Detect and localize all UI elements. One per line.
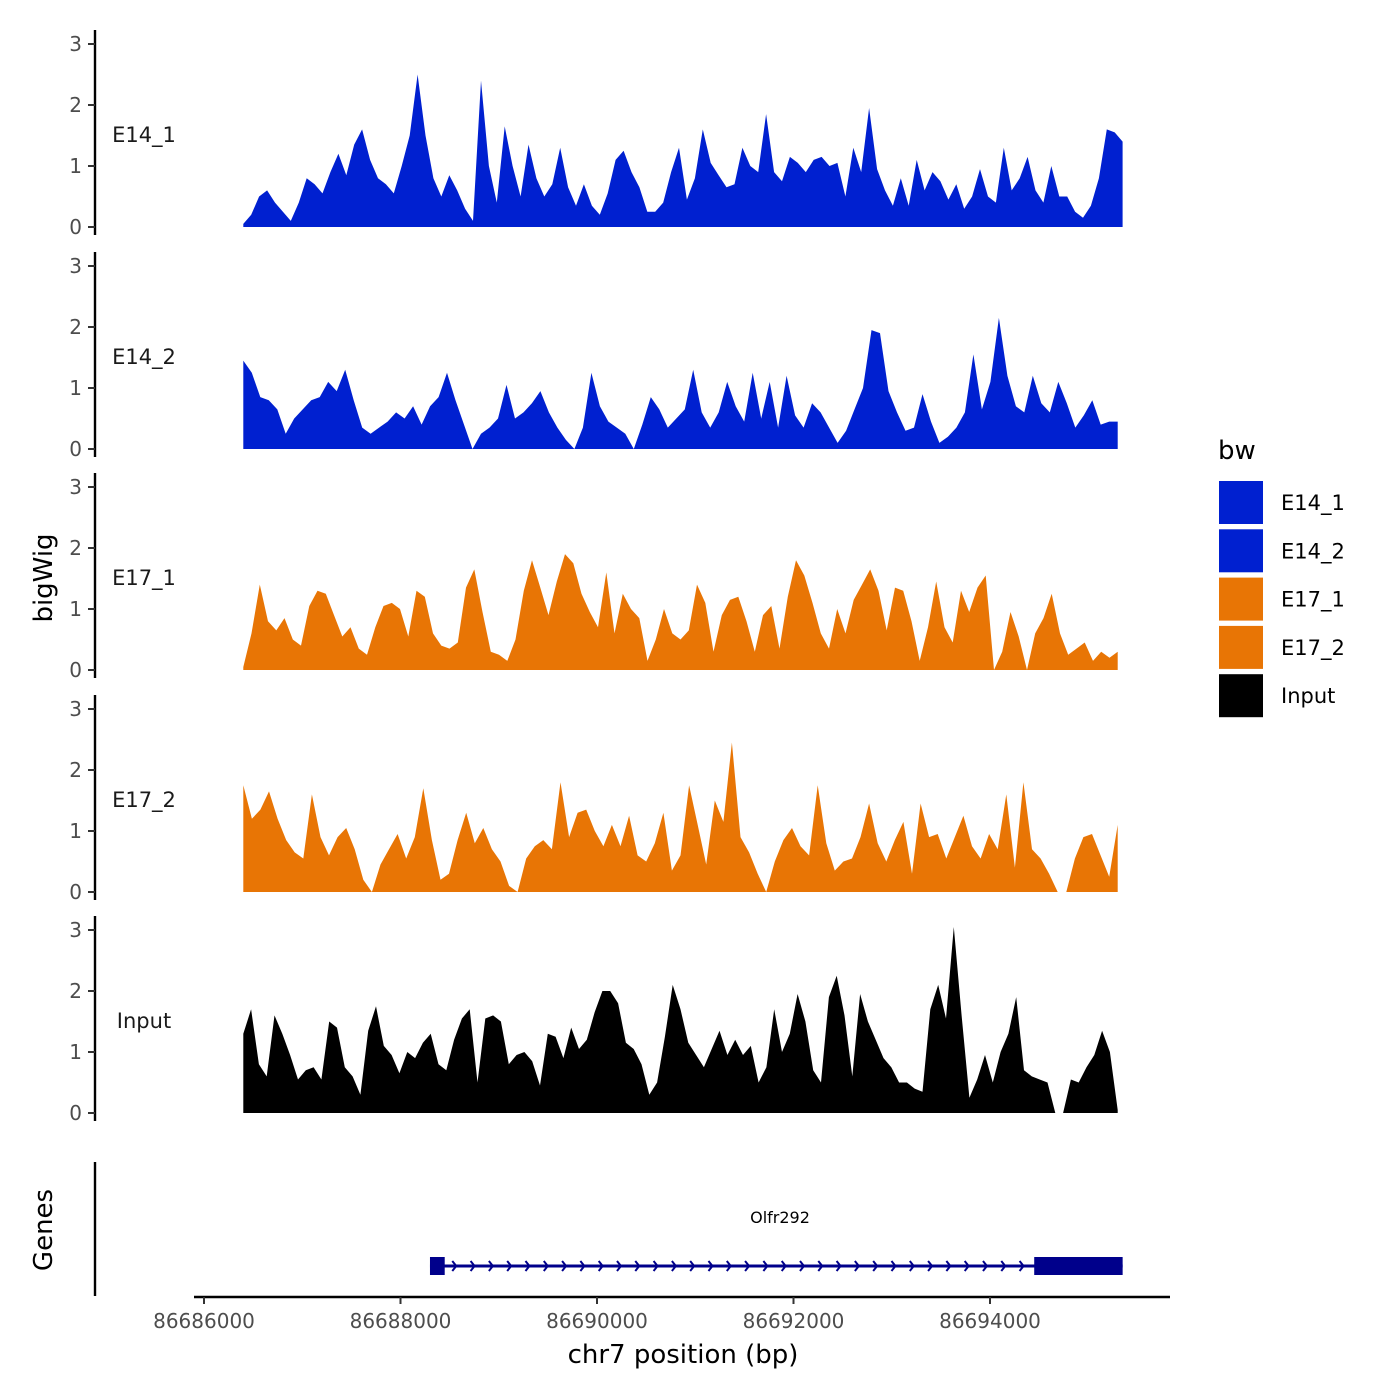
strand-arrow	[762, 1260, 769, 1272]
x-tick-label: 86686000	[153, 1309, 255, 1333]
y-tick-label: 3	[69, 254, 82, 278]
legend-label: Input	[1281, 684, 1335, 708]
strand-arrow	[652, 1260, 659, 1272]
strand-arrow	[1000, 1260, 1007, 1272]
strand-arrow	[872, 1260, 879, 1272]
strand-arrow	[817, 1260, 824, 1272]
strand-arrow	[524, 1260, 531, 1272]
track-e14-1: 0 1 2 3 E14_1	[69, 30, 1123, 239]
legend-swatch-e17-1	[1219, 577, 1263, 621]
strand-arrow	[725, 1260, 733, 1272]
x-tick-label: 86694000	[939, 1309, 1041, 1333]
y-tick-label: 1	[69, 154, 82, 178]
gene-track: Olfr292	[93, 1162, 1123, 1296]
y-tick-label: 1	[69, 819, 82, 843]
y-tick-label: 2	[69, 758, 82, 782]
legend-swatch-e14-1	[1219, 481, 1263, 524]
y-tick-label: 2	[69, 979, 82, 1003]
y-tick-label: 2	[69, 536, 82, 560]
legend-label: E14_1	[1281, 491, 1345, 516]
track-e17-2: 0 1 2 3 E17_2	[69, 695, 1118, 904]
legend-swatch-e17-2	[1219, 625, 1263, 669]
strand-arrow	[561, 1260, 568, 1272]
x-axis-title: chr7 position (bp)	[568, 1340, 799, 1370]
strand-arrow	[780, 1260, 787, 1272]
strand-arrow	[707, 1260, 714, 1272]
strand-arrow	[597, 1260, 604, 1272]
legend-swatch-e14-2	[1219, 529, 1263, 573]
strand-arrow	[689, 1260, 696, 1272]
y-tick-label: 1	[69, 597, 82, 621]
strand-arrow	[890, 1260, 897, 1272]
y-tick-label: 0	[69, 880, 82, 904]
y-tick-label: 0	[69, 215, 82, 239]
legend-swatch-input	[1219, 674, 1263, 718]
strand-arrow	[854, 1260, 861, 1272]
strand-arrow	[634, 1260, 641, 1272]
genes-axis-title: Genes	[29, 1189, 59, 1271]
strand-arrow	[908, 1260, 916, 1272]
legend-label: E17_1	[1281, 588, 1345, 613]
strand-arrow	[963, 1260, 970, 1272]
strand-arrow	[927, 1260, 934, 1272]
gene-exon	[1034, 1257, 1123, 1275]
strand-arrow	[671, 1260, 678, 1272]
track-label: E17_2	[112, 788, 176, 813]
y-axis-title: bigWig	[29, 533, 59, 622]
strand-arrow	[469, 1260, 476, 1272]
strand-arrow	[835, 1260, 842, 1272]
track-e14-2: 0 1 2 3 E14_2	[69, 252, 1118, 461]
y-tick-label: 3	[69, 475, 82, 499]
strand-arrow	[488, 1260, 495, 1272]
coverage-area-e14-2	[243, 317, 1118, 449]
track-label: E14_1	[112, 123, 176, 148]
gene-name-label: Olfr292	[750, 1208, 810, 1227]
coverage-area-e14-1	[243, 74, 1123, 227]
x-tick-label: 86690000	[546, 1309, 648, 1333]
legend: bw E14_1 E14_2 E17_1 E17_2 Input	[1218, 436, 1345, 718]
bigwig-tracks: 0 1 2 3 E14_1 0 1 2 3 E14_2 0 1 2 3 E17_1 0 1 2 3 E17_2 0 1 2 3…	[69, 30, 1123, 1125]
legend-label: E14_2	[1281, 539, 1345, 564]
strand-arrow	[744, 1260, 751, 1272]
strand-arrow	[451, 1260, 458, 1272]
strand-arrow	[799, 1260, 806, 1272]
y-tick-label: 2	[69, 93, 82, 117]
y-tick-label: 3	[69, 918, 82, 942]
track-e17-1: 0 1 2 3 E17_1	[69, 473, 1118, 682]
y-tick-label: 1	[69, 1040, 82, 1064]
track-input: 0 1 2 3 Input	[69, 916, 1118, 1125]
track-label: Input	[117, 1009, 171, 1033]
coverage-area-input	[243, 927, 1118, 1113]
legend-title: bw	[1218, 436, 1256, 466]
x-tick-label: 86692000	[743, 1309, 845, 1333]
y-tick-label: 0	[69, 437, 82, 461]
y-tick-label: 0	[69, 1101, 82, 1125]
y-tick-label: 0	[69, 658, 82, 682]
x-tick-label: 86688000	[350, 1309, 452, 1333]
strand-arrow	[982, 1260, 989, 1272]
y-tick-label: 2	[69, 315, 82, 339]
track-label: E14_2	[112, 345, 176, 370]
y-tick-label: 3	[69, 32, 82, 56]
strand-arrow	[616, 1260, 623, 1272]
strand-arrow	[1018, 1260, 1025, 1272]
strand-arrow	[506, 1260, 513, 1272]
legend-label: E17_2	[1281, 636, 1345, 661]
strand-arrow	[945, 1260, 952, 1272]
coverage-area-e17-1	[243, 554, 1118, 670]
coverage-area-e17-2	[243, 742, 1118, 892]
strand-arrow	[579, 1260, 586, 1272]
gene-exon	[429, 1257, 445, 1275]
track-label: E17_1	[112, 566, 176, 591]
y-tick-label: 3	[69, 697, 82, 721]
x-axis: 86686000 86688000 86690000 86692000 86694000	[153, 1295, 1170, 1333]
y-tick-label: 1	[69, 376, 82, 400]
strand-arrow	[542, 1260, 550, 1272]
